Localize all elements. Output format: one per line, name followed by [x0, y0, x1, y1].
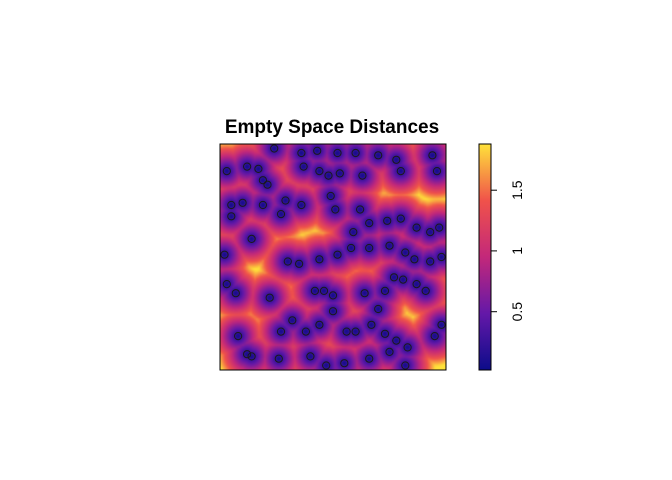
data-point — [385, 347, 394, 356]
data-point — [328, 291, 338, 300]
data-point — [340, 359, 349, 368]
legend-ticks: 0.5 1 1.5 — [491, 180, 525, 321]
data-point — [247, 234, 256, 243]
data-point — [401, 248, 410, 257]
data-point — [365, 243, 374, 253]
data-point — [295, 259, 304, 268]
data-point — [315, 255, 324, 264]
data-point — [360, 289, 369, 298]
data-point — [356, 205, 365, 214]
data-point — [347, 243, 356, 253]
data-point — [333, 250, 342, 259]
legend-colour-bar — [478, 143, 492, 371]
data-point — [389, 273, 399, 282]
data-point — [274, 354, 283, 363]
plot-frame — [219, 143, 447, 371]
legend-tick-label: 1 — [509, 247, 525, 255]
data-point — [258, 200, 267, 210]
data-point — [410, 255, 419, 264]
data-point — [326, 191, 335, 201]
data-point — [270, 144, 279, 153]
data-point — [299, 162, 308, 171]
data-point — [426, 228, 435, 237]
data-point — [358, 171, 367, 180]
data-point — [313, 146, 322, 155]
legend-tick-label: 0.5 — [509, 302, 525, 322]
data-point — [243, 350, 252, 359]
data-point — [380, 286, 390, 295]
data-point — [396, 214, 405, 223]
data-point — [263, 180, 272, 189]
data-point — [342, 327, 351, 336]
data-point — [276, 210, 286, 219]
data-point — [403, 343, 412, 352]
data-point — [367, 320, 376, 329]
data-point — [428, 151, 437, 160]
data-point — [297, 200, 306, 210]
data-point — [412, 223, 421, 232]
data-point — [351, 148, 360, 158]
data-point — [297, 148, 306, 158]
data-point — [310, 286, 319, 295]
data-point — [432, 167, 442, 176]
data-point — [227, 200, 236, 210]
data-point — [222, 280, 231, 289]
data-point — [365, 354, 374, 363]
data-point — [399, 275, 408, 284]
data-point — [247, 352, 256, 361]
data-point — [254, 164, 263, 173]
data-point — [288, 316, 297, 325]
data-point — [437, 320, 446, 329]
data-point — [222, 167, 231, 176]
data-point — [265, 293, 274, 302]
data-point — [351, 327, 360, 336]
data-point — [374, 304, 383, 314]
data-point — [392, 336, 401, 345]
data-point — [328, 307, 338, 316]
data-point — [324, 171, 333, 180]
data-point — [301, 327, 310, 336]
data-point — [437, 252, 446, 262]
data-point — [238, 198, 247, 207]
data-point — [396, 167, 405, 176]
data-point — [385, 241, 394, 250]
data-point — [220, 250, 229, 259]
data-point — [374, 151, 383, 160]
legend-tick-label: 1.5 — [509, 180, 525, 200]
data-point — [430, 332, 439, 341]
distance-heatmap — [220, 144, 446, 370]
data-point — [421, 286, 430, 295]
plot-area — [219, 143, 447, 371]
data-point — [227, 212, 236, 221]
data-point — [383, 216, 392, 225]
data-point — [234, 332, 243, 341]
colour-legend: 0.5 1 1.5 — [478, 143, 525, 371]
data-point — [380, 329, 390, 338]
data-point — [258, 176, 267, 185]
data-point — [335, 169, 344, 178]
data-point — [333, 148, 342, 158]
data-point — [315, 320, 324, 329]
data-point — [276, 327, 286, 336]
data-point — [281, 196, 290, 205]
data-point — [401, 361, 410, 370]
chart-title: Empty Space Distances — [225, 117, 439, 138]
data-point — [412, 280, 421, 289]
data-point — [306, 352, 315, 361]
points-layer — [220, 144, 446, 370]
data-point — [243, 162, 252, 171]
data-point — [365, 219, 374, 228]
data-point — [426, 257, 435, 266]
data-point — [231, 289, 240, 298]
data-point — [283, 257, 292, 266]
data-point — [319, 286, 329, 295]
data-point — [349, 228, 358, 237]
data-point — [322, 361, 331, 370]
data-point — [331, 205, 340, 214]
data-point — [315, 167, 324, 176]
data-point — [435, 223, 444, 232]
data-point — [392, 155, 401, 164]
